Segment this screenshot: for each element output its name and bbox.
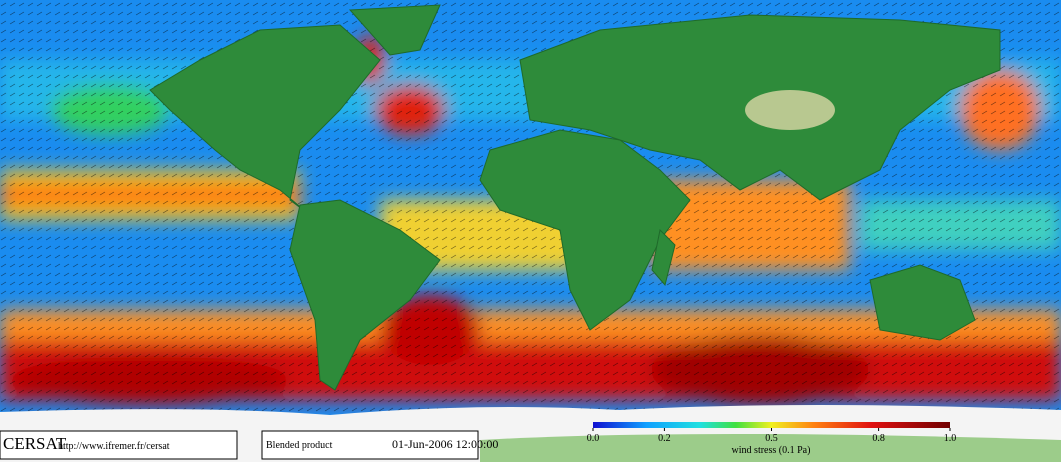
colorbar-tick-label: 0.8 (872, 433, 885, 444)
colorbar (593, 422, 950, 428)
colorbar-tick-label: 1.0 (944, 433, 957, 444)
colorbar-label: wind stress (0.1 Pa) (732, 445, 811, 456)
date: 01-Jun-2006 12:00:00 (392, 437, 498, 451)
antarctica-relief (480, 434, 1061, 462)
product: Blended product (266, 440, 333, 451)
colorbar-ticks: 0.0 0.2 0.5 0.8 1.0 (587, 428, 957, 444)
url: http://www.ifremer.fr/cersat (58, 441, 170, 452)
logo-box (0, 430, 238, 460)
logo: CERSAT (3, 434, 67, 453)
colorbar-tick-label: 0.2 (658, 433, 671, 444)
colorbar-tick-label: 0.5 (765, 433, 778, 444)
land (149, 4, 1001, 391)
product-box (261, 430, 479, 460)
colorbar-tick-label: 0.0 (587, 433, 600, 444)
